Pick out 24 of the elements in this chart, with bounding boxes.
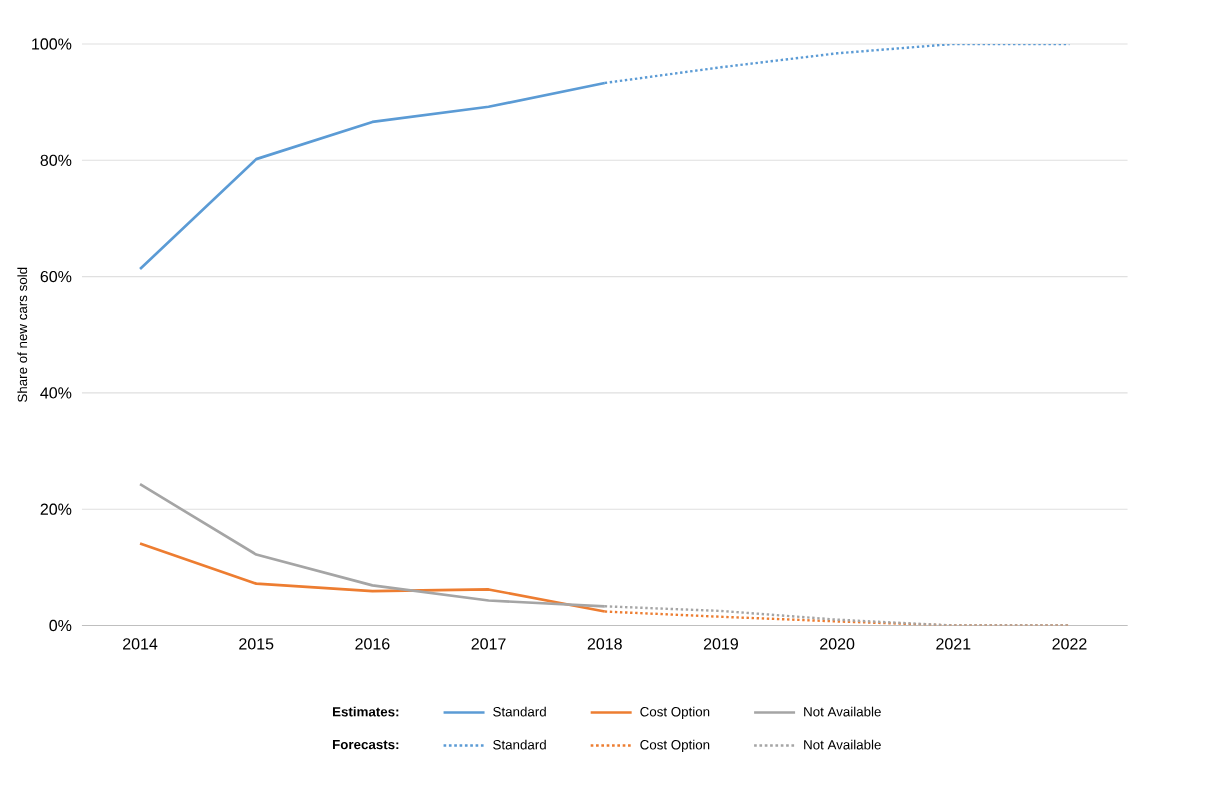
x-tick-label: 2014 [123, 638, 158, 650]
legend-label: Not Available [804, 706, 881, 717]
text: Forecasts: [332, 740, 399, 750]
x-tick-label: 2021 [936, 638, 971, 650]
x-tick-label: 2017 [471, 638, 506, 650]
legend-label: Standard [493, 706, 546, 717]
x-tick-label: 2019 [703, 638, 738, 650]
legend-label: Cost Option [640, 739, 710, 753]
y-tick-label: 100% [32, 38, 72, 50]
y-tick-label: 80% [40, 154, 72, 167]
legend-label: Not Available [804, 739, 881, 750]
y-tick-label: 0% [49, 619, 72, 632]
x-tick-label: 2022 [1052, 638, 1087, 650]
legend-label: Standard [493, 739, 546, 750]
y-tick-label: 20% [40, 503, 72, 515]
x-tick-label: 2020 [820, 638, 855, 650]
x-tick-label: 2015 [239, 638, 274, 650]
y-tick-label: 40% [40, 387, 72, 399]
x-tick-label: 2016 [355, 638, 390, 650]
legend-label: Cost Option [640, 706, 710, 720]
y-axis-title: Share of new cars sold [17, 267, 28, 403]
text: Estimates: [332, 706, 399, 717]
x-tick-label: 2018 [587, 638, 622, 650]
y-tick-label: 60% [40, 271, 72, 283]
